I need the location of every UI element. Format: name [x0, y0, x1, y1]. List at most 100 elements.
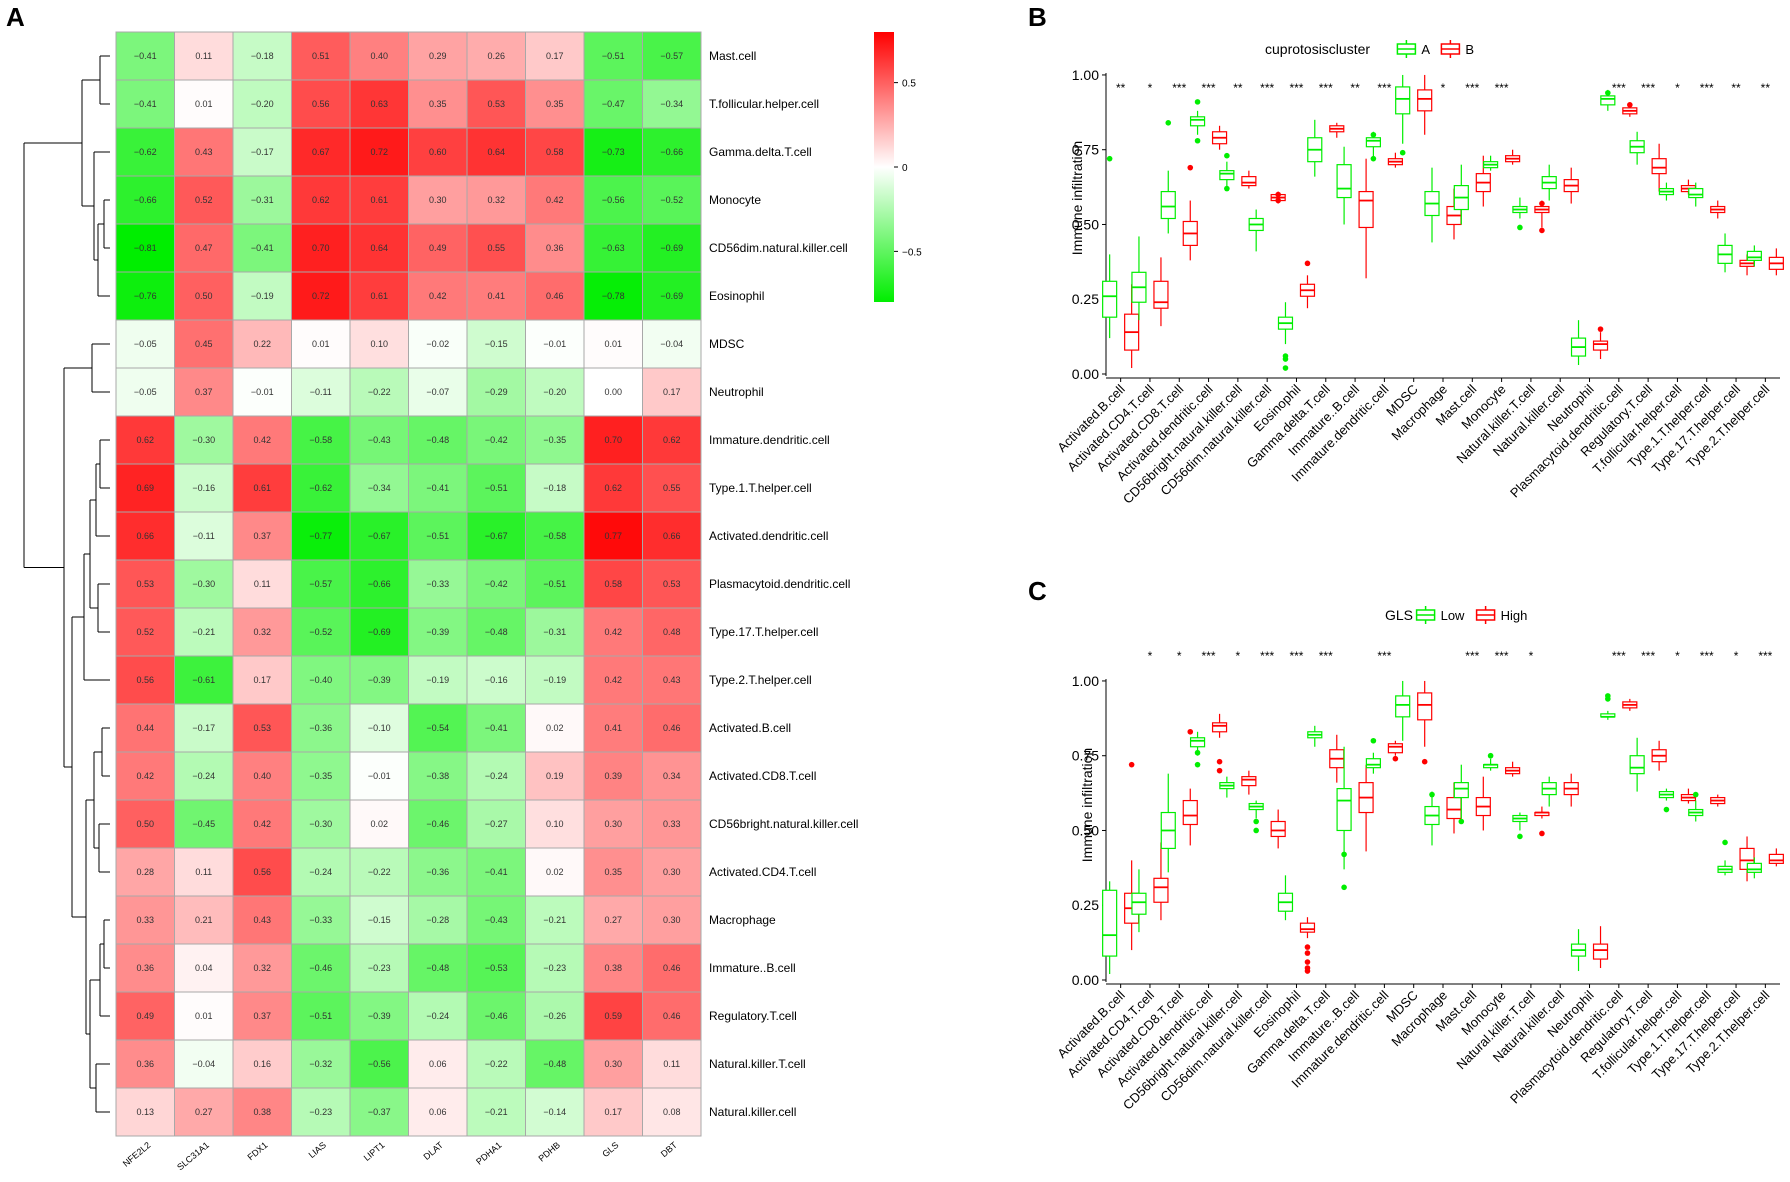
heatmap-cell-value: −0.31 — [543, 627, 566, 637]
heatmap-cell — [466, 847, 526, 897]
heatmap-cell-value: −0.11 — [193, 531, 215, 541]
heatmap-cell-value: 0.11 — [195, 867, 212, 877]
significance-mark: * — [1177, 649, 1182, 663]
significance-mark: *** — [1465, 81, 1479, 95]
heatmap-cell-value: 0.42 — [546, 195, 564, 205]
heatmap-cell — [349, 751, 409, 801]
heatmap-cell-value: 0.46 — [663, 963, 681, 973]
heatmap-cell — [525, 175, 585, 225]
legend-tick-label: 0 — [902, 163, 908, 174]
heatmap-cell-value: −0.69 — [660, 291, 683, 301]
heatmap-cell-value: −0.51 — [309, 1011, 332, 1021]
significance-mark: * — [1734, 649, 1739, 663]
heatmap-cell — [408, 943, 468, 993]
box-outlier — [1165, 120, 1172, 126]
heatmap-cell-value: −0.31 — [251, 195, 274, 205]
significance-mark: ** — [1350, 81, 1360, 95]
heatmap-cell — [642, 1087, 702, 1137]
heatmap-cell-value: −0.27 — [485, 819, 508, 829]
box-body — [1629, 755, 1645, 775]
heatmap-cell — [232, 415, 292, 465]
box — [1189, 99, 1206, 144]
heatmap-cell — [349, 1087, 409, 1137]
heatmap-cell-value: −0.48 — [426, 963, 449, 973]
heatmap-cell-value: −0.45 — [192, 819, 215, 829]
heatmap-cell-value: 0.53 — [136, 579, 154, 589]
heatmap-cell — [466, 655, 526, 705]
heatmap-cell — [525, 271, 585, 321]
heatmap-cell-value: −0.33 — [309, 915, 332, 925]
box — [1248, 209, 1264, 252]
heatmap-cell — [525, 847, 585, 897]
heatmap-cell-value: −0.11 — [310, 387, 332, 397]
heatmap-row-label: Activated.CD8.T.cell — [709, 769, 816, 783]
box — [1241, 770, 1257, 795]
heatmap-cell-value: 0.50 — [136, 819, 154, 829]
heatmap-cell — [232, 79, 292, 129]
box-body — [1365, 758, 1381, 769]
heatmap-cell-value: 0.27 — [195, 1107, 213, 1117]
box — [1336, 746, 1352, 891]
significance-mark: *** — [1319, 649, 1333, 663]
heatmap-cell-value: 0.56 — [136, 675, 154, 685]
box-body — [1270, 820, 1286, 838]
heatmap-cell — [466, 175, 526, 225]
box — [1124, 761, 1140, 951]
heatmap-cell-value: 0.35 — [429, 99, 447, 109]
box-outlier — [1627, 102, 1633, 108]
heatmap-cell-value: −0.19 — [426, 675, 449, 685]
heatmap-cell-value: −0.23 — [309, 1107, 332, 1117]
box — [1600, 693, 1616, 720]
heatmap-cell — [583, 463, 643, 513]
heatmap-cell-value: −0.28 — [426, 915, 449, 925]
heatmap-cell-value: 0.11 — [663, 1059, 680, 1069]
box-outlier — [1128, 761, 1135, 768]
heatmap-cell-value: −0.35 — [309, 771, 332, 781]
heatmap-cell — [291, 943, 351, 993]
heatmap-cell — [174, 127, 234, 177]
heatmap-cell-value: −0.69 — [660, 243, 683, 253]
y-tick-label: 0.00 — [1072, 366, 1099, 382]
box — [1629, 737, 1645, 792]
heatmap-cell — [408, 271, 468, 321]
heatmap-row-label: Type.17.T.helper.cell — [709, 625, 818, 639]
heatmap-cell-value: −0.35 — [543, 435, 566, 445]
heatmap-cell — [642, 943, 702, 993]
significance-mark: *** — [1289, 81, 1303, 95]
significance-mark: *** — [1612, 81, 1626, 95]
box — [1241, 170, 1257, 189]
heatmap-cell-value: −0.56 — [602, 195, 625, 205]
heatmap-cell-value: 0.16 — [253, 1059, 271, 1069]
heatmap-cell — [408, 991, 468, 1041]
heatmap-cell-value: −0.24 — [485, 771, 508, 781]
heatmap-cell-value: −0.52 — [309, 627, 332, 637]
box-outlier — [1253, 818, 1259, 825]
heatmap-cell-value: −0.46 — [485, 1011, 508, 1021]
box-outlier — [1341, 851, 1347, 858]
heatmap-cell-value: 0.36 — [546, 243, 564, 253]
heatmap-cell-value: −0.30 — [192, 435, 215, 445]
heatmap-cell-value: 0.17 — [663, 387, 681, 397]
box — [1505, 761, 1521, 777]
box-outlier — [1539, 227, 1545, 234]
heatmap-cell-value: −0.24 — [426, 1011, 449, 1021]
heatmap-cell-value: −0.17 — [251, 147, 274, 157]
heatmap-cell-value: −0.62 — [309, 483, 332, 493]
heatmap-cell-value: −0.34 — [660, 99, 683, 109]
heatmap-cell-value: −0.16 — [192, 483, 215, 493]
significance-mark: * — [1148, 649, 1153, 663]
box-outlier — [1282, 356, 1289, 362]
box — [1534, 200, 1550, 234]
significance-mark: *** — [1260, 649, 1274, 663]
box — [1541, 164, 1557, 201]
heatmap-cell-value: 0.72 — [370, 147, 388, 157]
box — [1600, 89, 1616, 111]
heatmap-cell-value: 0.43 — [195, 147, 213, 157]
heatmap-cell-value: −0.42 — [485, 579, 508, 589]
heatmap-cell-value: −0.66 — [660, 147, 683, 157]
heatmap-cell — [291, 991, 351, 1041]
heatmap-cell — [525, 943, 585, 993]
heatmap-cell-value: 0.41 — [487, 291, 505, 301]
heatmap-cell — [583, 703, 643, 753]
heatmap-cell-value: 0.64 — [487, 147, 505, 157]
